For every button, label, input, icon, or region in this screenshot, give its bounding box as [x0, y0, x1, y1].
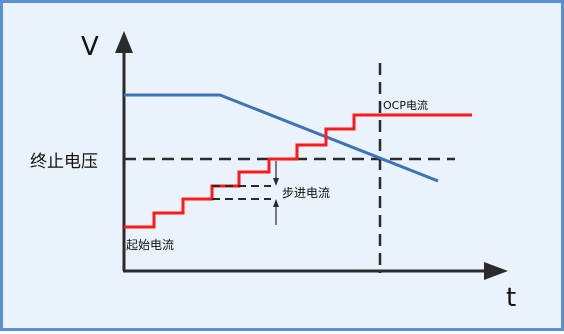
y-axis-label: V — [81, 32, 99, 62]
step-arrow-up-head — [273, 199, 279, 207]
step-current-label: 步进电流 — [282, 186, 330, 200]
ocp-current-label: OCP电流 — [383, 98, 428, 112]
current-step-curve — [124, 113, 472, 229]
voltage-curve — [124, 93, 439, 183]
ocp-test-diagram: V t 终止电压 OCP电流 步进电流 起始电流 — [30, 31, 516, 313]
y-axis-arrow — [115, 31, 133, 53]
x-axis-label: t — [506, 283, 516, 313]
x-axis-arrow — [484, 262, 508, 280]
start-current-label: 起始电流 — [126, 238, 174, 252]
step-arrow-down-head — [273, 178, 279, 186]
end-voltage-label: 终止电压 — [30, 152, 98, 172]
